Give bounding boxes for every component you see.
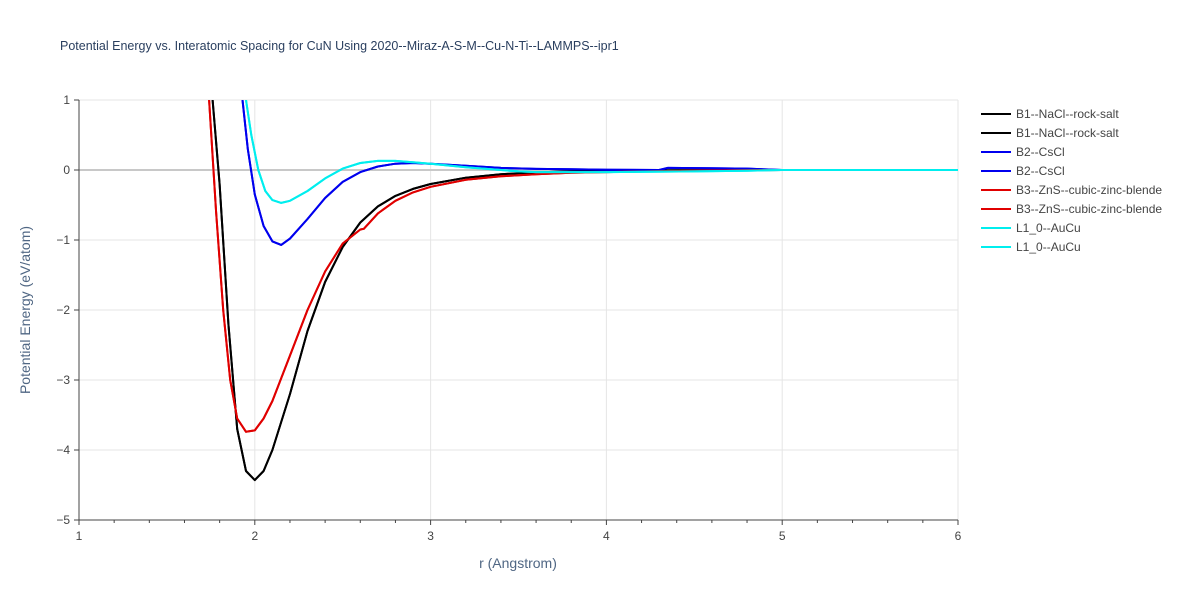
y-tick-label: −3 bbox=[56, 373, 70, 387]
x-tick-label: 6 bbox=[955, 529, 962, 543]
x-tick-label: 5 bbox=[779, 529, 786, 543]
legend-item[interactable]: B3--ZnS--cubic-zinc-blende bbox=[981, 183, 1162, 197]
legend-item[interactable]: B2--CsCl bbox=[981, 145, 1065, 159]
legend-label: B3--ZnS--cubic-zinc-blende bbox=[1016, 202, 1162, 216]
legend-label: B2--CsCl bbox=[1016, 145, 1065, 159]
legend-item[interactable]: B1--NaCl--rock-salt bbox=[981, 107, 1119, 121]
legend-item[interactable]: B2--CsCl bbox=[981, 164, 1065, 178]
y-tick-label: −5 bbox=[56, 513, 70, 527]
y-axis-title: Potential Energy (eV/atom) bbox=[17, 226, 33, 394]
y-tick-label: −2 bbox=[56, 303, 70, 317]
series-line-5 bbox=[208, 100, 783, 433]
x-axis-title: r (Angstrom) bbox=[479, 555, 557, 571]
grid-lines bbox=[79, 99, 959, 520]
chart-title: Potential Energy vs. Interatomic Spacing… bbox=[60, 39, 619, 53]
legend-label: L1_0--AuCu bbox=[1016, 221, 1081, 235]
x-tick-label: 2 bbox=[251, 529, 258, 543]
legend-item[interactable]: L1_0--AuCu bbox=[981, 240, 1081, 254]
series-line-3 bbox=[241, 100, 783, 246]
y-tick-label: 0 bbox=[63, 163, 70, 177]
series-line-4 bbox=[208, 100, 783, 433]
legend-label: B1--NaCl--rock-salt bbox=[1016, 126, 1119, 140]
series-line-7 bbox=[245, 100, 958, 204]
x-tick-label: 1 bbox=[76, 529, 83, 543]
legend-item[interactable]: L1_0--AuCu bbox=[981, 221, 1081, 235]
x-tick-label: 4 bbox=[603, 529, 610, 543]
y-tick-label: −4 bbox=[56, 443, 70, 457]
x-tick-label: 3 bbox=[427, 529, 434, 543]
series-line-0 bbox=[211, 100, 783, 482]
legend-label: L1_0--AuCu bbox=[1016, 240, 1081, 254]
legend-label: B2--CsCl bbox=[1016, 164, 1065, 178]
y-tick-label: −1 bbox=[56, 233, 70, 247]
legend-label: B1--NaCl--rock-salt bbox=[1016, 107, 1119, 121]
legend-item[interactable]: B1--NaCl--rock-salt bbox=[981, 126, 1119, 140]
series-lines bbox=[208, 100, 958, 482]
tick-marks: 1 2 3 4 5 6 −5 −4 −3 −2 −1 0 1 bbox=[56, 93, 961, 543]
series-line-1 bbox=[211, 100, 783, 482]
legend-item[interactable]: B3--ZnS--cubic-zinc-blende bbox=[981, 202, 1162, 216]
series-line-2 bbox=[241, 100, 783, 246]
legend-label: B3--ZnS--cubic-zinc-blende bbox=[1016, 183, 1162, 197]
legend[interactable]: B1--NaCl--rock-salt B1--NaCl--rock-salt B2… bbox=[981, 107, 1162, 254]
y-tick-label: 1 bbox=[63, 93, 70, 107]
series-line-6 bbox=[245, 100, 958, 204]
